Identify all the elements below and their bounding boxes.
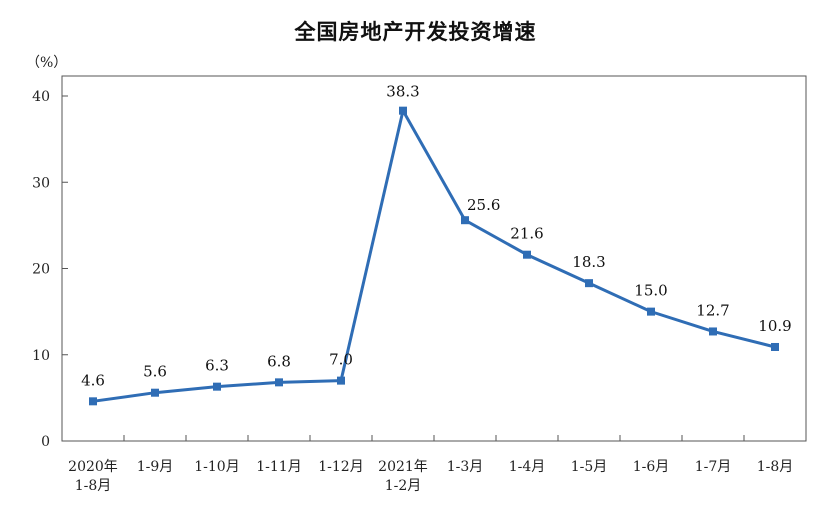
x-tick-label-line: 1-6月 (633, 459, 670, 475)
data-point (151, 388, 159, 397)
y-tick-label: 20 (32, 262, 50, 278)
x-tick-label-line: 2020年 (68, 459, 118, 475)
x-tick-label-line: 1-2月 (385, 478, 422, 494)
x-tick-label-line: 1-8月 (75, 478, 112, 494)
data-label: 12.7 (696, 301, 729, 319)
y-tick-label: 10 (32, 348, 50, 364)
x-tick-label-line: 1-12月 (318, 459, 363, 475)
y-axis-ticks: 0 10 20 30 40 (32, 89, 68, 450)
x-tick-label: 1-11月 (256, 459, 301, 475)
data-label: 6.3 (205, 357, 229, 375)
x-tick-label: 1-4月 (509, 459, 546, 475)
data-label: 38.3 (386, 83, 419, 101)
data-point (709, 327, 717, 336)
y-axis-unit-label: （%） (26, 55, 68, 71)
x-tick-label-line: 1-5月 (571, 459, 608, 475)
y-tick-label: 0 (41, 434, 50, 450)
data-label: 18.3 (572, 253, 605, 271)
data-point (647, 307, 655, 316)
x-tick-label: 1-8月 (757, 459, 794, 475)
data-label: 10.9 (758, 317, 791, 335)
x-tick-label: 1-3月 (447, 459, 484, 475)
x-axis-ticks: 2020年 1-8月 1-9月 1-10月 1-11月 1-12月 2021年 1-2月 1-3… (61, 435, 807, 494)
x-tick-label: 1-7月 (695, 459, 732, 475)
data-label: 15.0 (634, 282, 667, 300)
series-line (89, 106, 779, 406)
data-labels: 4.6 5.6 6.3 6.8 7.0 38.3 25.6 21.6 18.3 15.0 12.7 1… (81, 83, 792, 390)
axes (61, 75, 807, 442)
data-point (337, 376, 345, 385)
data-point (213, 382, 221, 391)
series-polyline (92, 109, 776, 403)
x-tick-label: 2021年 1-2月 (378, 459, 428, 494)
x-tick-label-line: 2021年 (378, 459, 428, 475)
data-label: 6.8 (267, 352, 291, 370)
plot-frame (61, 75, 807, 442)
x-tick-label-line: 1-8月 (757, 459, 794, 475)
x-tick-label: 1-9月 (137, 459, 174, 475)
y-tick-label: 30 (32, 175, 50, 191)
data-label: 7.0 (329, 351, 353, 369)
x-tick-label: 1-6月 (633, 459, 670, 475)
x-tick-label: 1-10月 (194, 459, 239, 475)
data-label: 25.6 (467, 196, 500, 214)
data-label: 21.6 (510, 225, 543, 243)
x-tick-label: 2020年 1-8月 (68, 459, 118, 494)
data-point (585, 279, 593, 288)
x-tick-label-line: 1-10月 (194, 459, 239, 475)
x-tick-label-line: 1-7月 (695, 459, 732, 475)
y-tick-label: 40 (32, 89, 50, 105)
x-tick-label-line: 1-4月 (509, 459, 546, 475)
data-point (523, 250, 531, 259)
data-point (275, 378, 283, 387)
x-tick-label: 1-12月 (318, 459, 363, 475)
x-tick-label-line: 1-11月 (256, 459, 301, 475)
x-tick-label-line: 1-3月 (447, 459, 484, 475)
chart-title: 全国房地产开发投资增速 (294, 20, 537, 44)
data-point (399, 106, 407, 115)
x-tick-label-line: 1-9月 (137, 459, 174, 475)
data-point (771, 342, 779, 351)
data-label: 4.6 (81, 371, 105, 389)
data-point (461, 216, 469, 225)
data-point (89, 397, 97, 406)
x-tick-label: 1-5月 (571, 459, 608, 475)
data-label: 5.6 (143, 363, 167, 381)
